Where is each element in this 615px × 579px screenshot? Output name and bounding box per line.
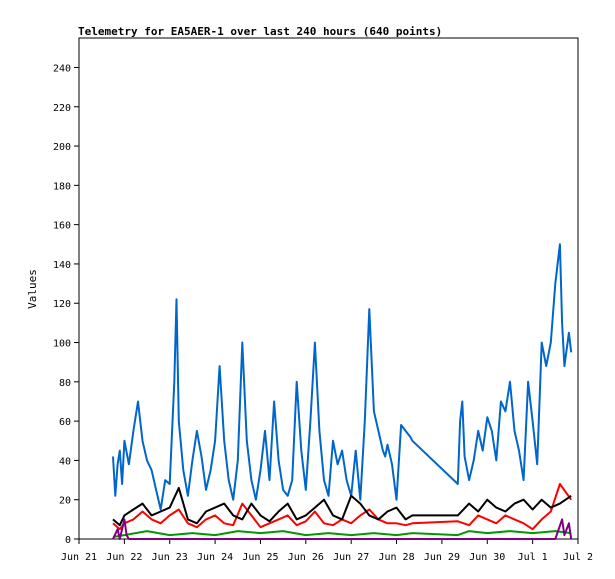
series-line-3 [112,486,572,527]
y-tick-label: 220 [53,103,71,114]
series-line-4 [112,530,572,538]
x-tick-label: Jun 23 [152,552,188,563]
series-lines [112,243,573,540]
y-tick-label: 240 [53,63,71,74]
series-line-1 [112,243,573,511]
x-tick-label: Jun 26 [288,552,324,563]
x-tick-label: Jun 25 [242,552,278,563]
plot-area [78,37,579,540]
series-line-2 [112,483,573,531]
y-tick-label: 40 [59,456,71,467]
x-tick-label: Jun 21 [61,552,97,563]
x-tick-label: Jun 28 [378,552,414,563]
x-tick-label: Jun 30 [469,552,505,563]
y-tick-label: 160 [53,221,71,232]
y-tick-label: 20 [59,496,71,507]
x-tick-label: Jul 2 [563,552,593,563]
chart-title: Telemetry for EA5AER-1 over last 240 hou… [78,25,442,38]
x-tick-label: Jul 1 [518,552,548,563]
x-tick-label: Jun 29 [424,552,460,563]
y-tick-label: 180 [53,181,71,192]
y-axis: 0 20 40 60 80 100 120 140 160 180 200 220 240 [53,63,79,546]
x-tick-label: Jun 24 [197,552,233,563]
x-axis: Jun 21 Jun 22 Jun 23 Jun 24 Jun 25 Jun 26 Jun … [61,539,593,563]
series-line-5 [112,518,573,540]
y-axis-label: Values [26,269,39,309]
y-tick-label: 0 [65,535,71,546]
x-tick-label: Jun 27 [333,552,369,563]
y-tick-label: 140 [53,260,71,271]
y-tick-label: 200 [53,142,71,153]
y-tick-label: 120 [53,299,71,310]
x-tick-label: Jun 22 [106,552,142,563]
y-tick-label: 80 [59,378,71,389]
y-tick-label: 100 [53,339,71,350]
y-tick-label: 60 [59,417,71,428]
